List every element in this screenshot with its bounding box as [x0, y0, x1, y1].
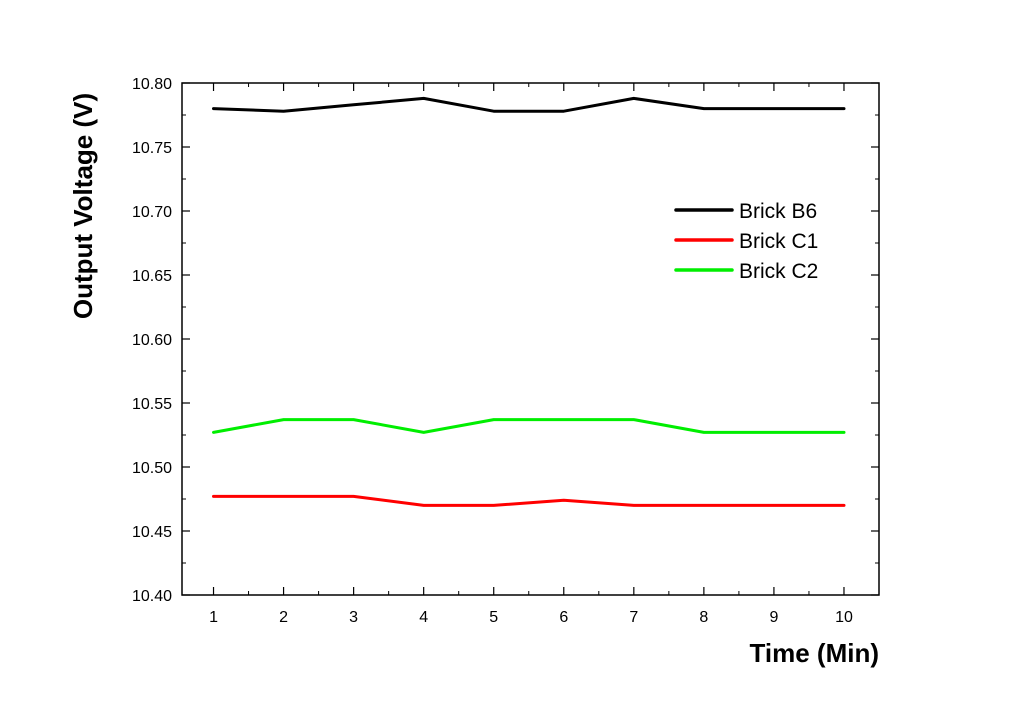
- x-tick-label: 9: [769, 609, 778, 626]
- x-tick-label: 10: [835, 609, 853, 626]
- y-tick-label: 10.80: [132, 76, 172, 93]
- series-line-brick-c2: [212, 418, 846, 434]
- x-tick-label: 6: [559, 609, 568, 626]
- legend-label: Brick C1: [739, 230, 818, 253]
- plot-area: 1 2 3 4 5 6 7 8 9 10 10.40 10.45 10.50 10.55 10.60 10.6…: [132, 76, 880, 626]
- series-line-brick-c1: [212, 494, 846, 507]
- y-tick-label: 10.45: [132, 524, 172, 541]
- y-tick-label: 10.65: [132, 268, 172, 285]
- y-tick-label: 10.70: [132, 204, 172, 221]
- x-axis-title: Time (Min): [749, 638, 879, 668]
- y-tick-label: 10.55: [132, 396, 172, 413]
- x-tick-label: 1: [209, 609, 218, 626]
- plot-frame: [181, 82, 880, 596]
- x-tick-label: 8: [699, 609, 708, 626]
- y-tick-label: 10.60: [132, 332, 172, 349]
- y-tick-label: 10.40: [132, 588, 172, 605]
- x-tick-label: 4: [419, 609, 428, 626]
- y-axis-title: Output Voltage (V): [68, 93, 98, 319]
- x-tick-label: 3: [349, 609, 358, 626]
- x-tick-label: 5: [489, 609, 498, 626]
- x-tick-label: 7: [629, 609, 638, 626]
- legend-label: Brick B6: [739, 200, 817, 223]
- y-tick-label: 10.75: [132, 140, 172, 157]
- legend: Brick B6 Brick C1 Brick C2: [674, 200, 818, 283]
- x-tick-label: 2: [279, 609, 288, 626]
- series-line-brick-b6: [212, 96, 846, 113]
- y-tick-label: 10.50: [132, 460, 172, 477]
- series-layer: [212, 96, 846, 507]
- legend-label: Brick C2: [739, 260, 818, 283]
